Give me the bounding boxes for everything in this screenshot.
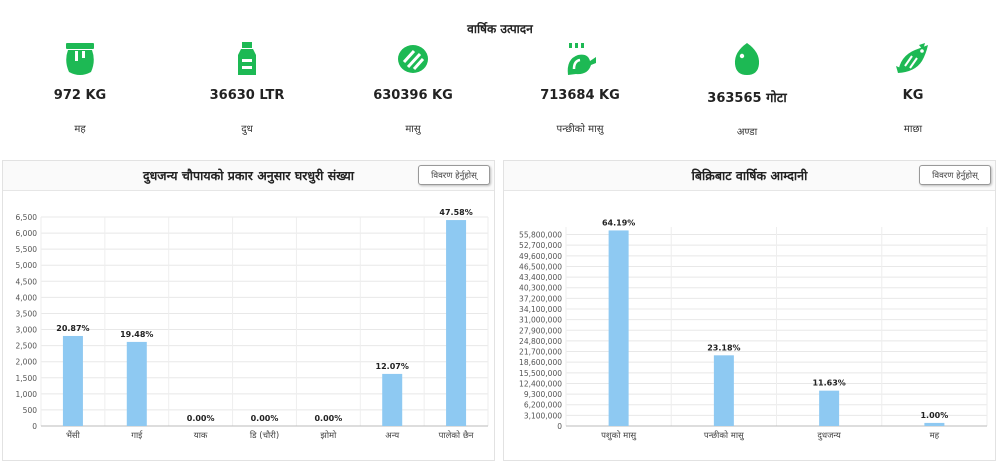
production-value: 630396 KG [373, 88, 453, 103]
panel-title: बिक्रिबाट वार्षिक आम्दानी [691, 168, 808, 183]
y-tick-label: 6,200,000 [524, 401, 562, 410]
y-tick-label: 18,600,000 [519, 358, 562, 367]
y-tick-label: 9,300,000 [524, 390, 562, 399]
data-label: 64.19% [602, 218, 635, 227]
production-item-poultry: 713684 KG पन्छीको मासु [500, 40, 660, 135]
production-label: अण्डा [736, 127, 758, 138]
income-chart-panel: बिक्रिबाट वार्षिक आम्दानी विवरण हेर्नुहो… [503, 160, 996, 461]
x-tick-label: अन्य [385, 431, 400, 441]
y-tick-label: 500 [23, 406, 38, 415]
data-label: 0.00% [314, 414, 342, 423]
production-label: दुध [241, 124, 253, 135]
y-tick-label: 6,000 [16, 229, 38, 238]
x-tick-label: पन्छीको मासु [704, 430, 745, 441]
y-tick-label: 3,100,000 [524, 411, 562, 420]
data-label: 19.48% [120, 330, 153, 339]
x-tick-label: दुधजन्य [817, 431, 842, 441]
data-label: 0.00% [251, 414, 279, 423]
y-tick-label: 5,500 [16, 245, 38, 254]
production-value: 363565 गोटा [707, 91, 787, 106]
y-tick-label: 37,200,000 [519, 294, 562, 303]
y-tick-label: 0 [557, 422, 562, 431]
production-label: माछा [903, 124, 923, 135]
data-label: 12.07% [376, 362, 409, 371]
y-tick-label: 24,800,000 [519, 337, 562, 346]
bar [62, 335, 83, 426]
panel-title: दुधजन्य चौपायको प्रकार अनुसार घरधुरी संख… [142, 168, 355, 183]
y-tick-label: 3,500 [16, 309, 38, 318]
x-tick-label: मह [930, 431, 940, 441]
bar [924, 422, 945, 426]
bar [608, 230, 629, 426]
y-tick-label: 49,600,000 [519, 252, 562, 261]
y-tick-label: 4,000 [16, 293, 38, 302]
production-item-milk: 36630 LTR दुध [167, 40, 327, 135]
bar [713, 355, 734, 426]
y-tick-label: 21,700,000 [519, 348, 562, 357]
production-item-fish: KG माछा [833, 40, 993, 135]
view-details-button[interactable]: विवरण हेर्नुहोस् [418, 165, 490, 185]
meat-icon [333, 40, 493, 78]
y-tick-label: 46,500,000 [519, 262, 562, 271]
production-label: मह [74, 124, 86, 135]
chicken-leg-icon [500, 40, 660, 78]
x-tick-label: भैंसी [66, 430, 81, 441]
y-tick-label: 52,700,000 [519, 241, 562, 250]
x-tick-label: याक [194, 431, 208, 441]
y-tick-label: 31,000,000 [519, 316, 562, 325]
bar [446, 220, 467, 426]
y-tick-label: 55,800,000 [519, 231, 562, 240]
y-tick-label: 34,100,000 [519, 305, 562, 314]
y-tick-label: 43,400,000 [519, 273, 562, 282]
y-tick-label: 1,500 [16, 374, 38, 383]
fish-icon [833, 40, 993, 78]
view-details-button[interactable]: विवरण हेर्नुहोस् [919, 165, 991, 185]
y-tick-label: 15,500,000 [519, 369, 562, 378]
production-item-meat: 630396 KG मासु [333, 40, 493, 135]
data-label: 23.18% [707, 343, 740, 352]
x-tick-label: पालेको छैन [439, 430, 474, 441]
y-tick-label: 12,400,000 [519, 379, 562, 388]
data-label: 0.00% [187, 414, 215, 423]
y-tick-label: 0 [32, 422, 37, 431]
production-item-honey: 972 KG मह [0, 40, 160, 135]
household-chart-panel: दुधजन्य चौपायको प्रकार अनुसार घरधुरी संख… [2, 160, 495, 461]
panel-header: दुधजन्य चौपायको प्रकार अनुसार घरधुरी संख… [3, 161, 494, 191]
production-value: 36630 LTR [209, 88, 285, 103]
y-tick-label: 5,000 [16, 261, 38, 270]
x-tick-label: डि (चौरी) [250, 430, 279, 441]
honey-jar-icon [0, 40, 160, 78]
data-label: 11.63% [812, 379, 845, 388]
production-item-egg: 363565 गोटा अण्डा [667, 40, 827, 138]
egg-icon [667, 40, 827, 78]
bar [382, 373, 403, 426]
milk-bottle-icon [167, 40, 327, 78]
production-value: 972 KG [53, 88, 107, 103]
y-tick-label: 3,000 [16, 326, 38, 335]
production-value: KG [902, 88, 924, 103]
y-tick-label: 1,000 [16, 390, 38, 399]
production-label: मासु [405, 124, 421, 135]
data-label: 20.87% [56, 324, 89, 333]
panel-header: बिक्रिबाट वार्षिक आम्दानी विवरण हेर्नुहो… [504, 161, 995, 191]
y-tick-label: 6,500 [16, 213, 38, 222]
y-tick-label: 4,500 [16, 277, 38, 286]
bar [819, 390, 840, 426]
production-title: वार्षिक उत्पादन [467, 22, 533, 36]
x-tick-label: गाई [131, 430, 143, 441]
y-tick-label: 27,900,000 [519, 326, 562, 335]
household-bar-chart: 0 500 1,000 1,500 2,000 2,500 3,000 3,500 4,000 4… [16, 208, 489, 441]
y-tick-label: 2,500 [16, 342, 38, 351]
bar [126, 341, 147, 426]
data-label: 47.58% [439, 208, 472, 217]
y-tick-label: 40,300,000 [519, 284, 562, 293]
x-tick-label: झोमो [320, 430, 337, 441]
x-tick-label: पशुको मासु [601, 430, 637, 441]
data-label: 1.00% [920, 411, 948, 420]
production-label: पन्छीको मासु [556, 124, 604, 135]
y-tick-label: 2,000 [16, 358, 38, 367]
production-value: 713684 KG [540, 88, 620, 103]
